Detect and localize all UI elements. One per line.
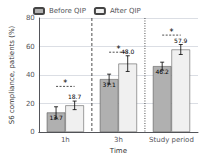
- svg-text:46.2: 46.2: [155, 67, 169, 75]
- svg-text:Study period: Study period: [149, 136, 194, 144]
- svg-text:*: *: [116, 45, 120, 54]
- svg-text:Before QIP: Before QIP: [49, 7, 86, 15]
- svg-text:13.7: 13.7: [49, 114, 63, 121]
- svg-text:80: 80: [26, 14, 35, 22]
- svg-text:60: 60: [26, 43, 35, 51]
- svg-text:Time: Time: [109, 147, 127, 155]
- svg-text:40: 40: [26, 71, 35, 79]
- svg-text:*: *: [63, 79, 67, 88]
- svg-text:0: 0: [30, 128, 34, 136]
- svg-text:S6 compliance, patients (%): S6 compliance, patients (%): [8, 25, 16, 124]
- svg-text:1h: 1h: [61, 136, 70, 144]
- svg-text:*: *: [169, 28, 173, 37]
- svg-text:37.1: 37.1: [102, 80, 116, 88]
- svg-text:18.7: 18.7: [68, 93, 82, 100]
- svg-text:3h: 3h: [114, 136, 123, 144]
- svg-text:20: 20: [26, 100, 35, 108]
- svg-text:57.9: 57.9: [174, 37, 188, 44]
- svg-text:48.0: 48.0: [121, 48, 135, 55]
- svg-text:After QIP: After QIP: [110, 7, 141, 15]
